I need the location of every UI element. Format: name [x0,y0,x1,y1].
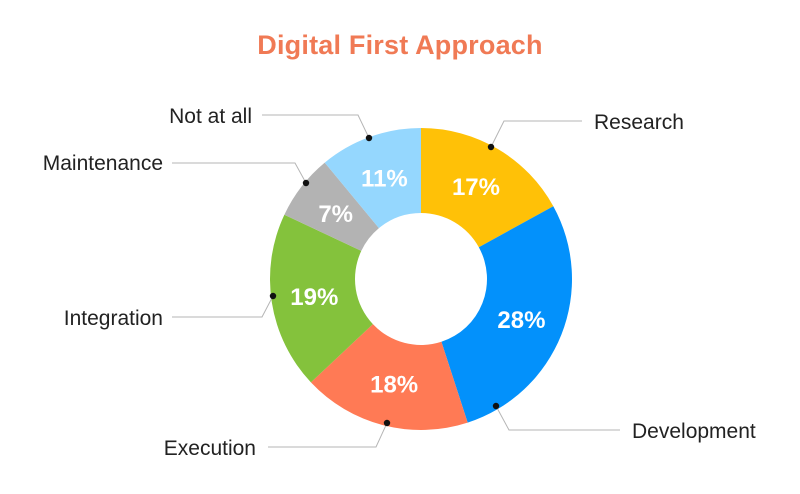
value-label-execution: 18% [370,372,418,399]
leader-line-not-at-all [262,114,370,139]
value-label-not-at-all: 11% [361,165,408,192]
slice-not-at-all [324,128,421,229]
value-label-maintenance: 7% [318,201,353,228]
slice-execution [310,324,468,430]
value-label-research: 17% [452,174,500,201]
leader-line-execution [268,422,388,448]
leader-dot-development [492,402,500,410]
slice-integration [270,214,373,383]
category-label-research: Research [594,111,684,134]
leader-dot-integration [269,292,277,300]
category-label-execution: Execution [164,437,256,460]
category-label-not-at-all: Not at all [169,105,252,128]
value-label-integration: 19% [290,284,338,311]
category-label-maintenance: Maintenance [43,152,163,175]
leader-line-maintenance [172,162,307,184]
leader-line-integration [172,295,274,318]
leader-line-development [495,405,620,431]
slice-development [441,206,572,423]
slice-research [421,128,554,248]
chart-title: Digital First Approach [257,30,543,60]
category-label-integration: Integration [64,307,163,330]
category-label-development: Development [632,420,756,443]
leader-line-research [490,120,582,148]
leader-dot-execution [383,419,391,427]
leader-dot-research [487,143,495,151]
value-label-development: 28% [497,307,545,334]
leader-dot-maintenance [302,179,310,187]
leader-dot-not-at-all [365,134,373,142]
